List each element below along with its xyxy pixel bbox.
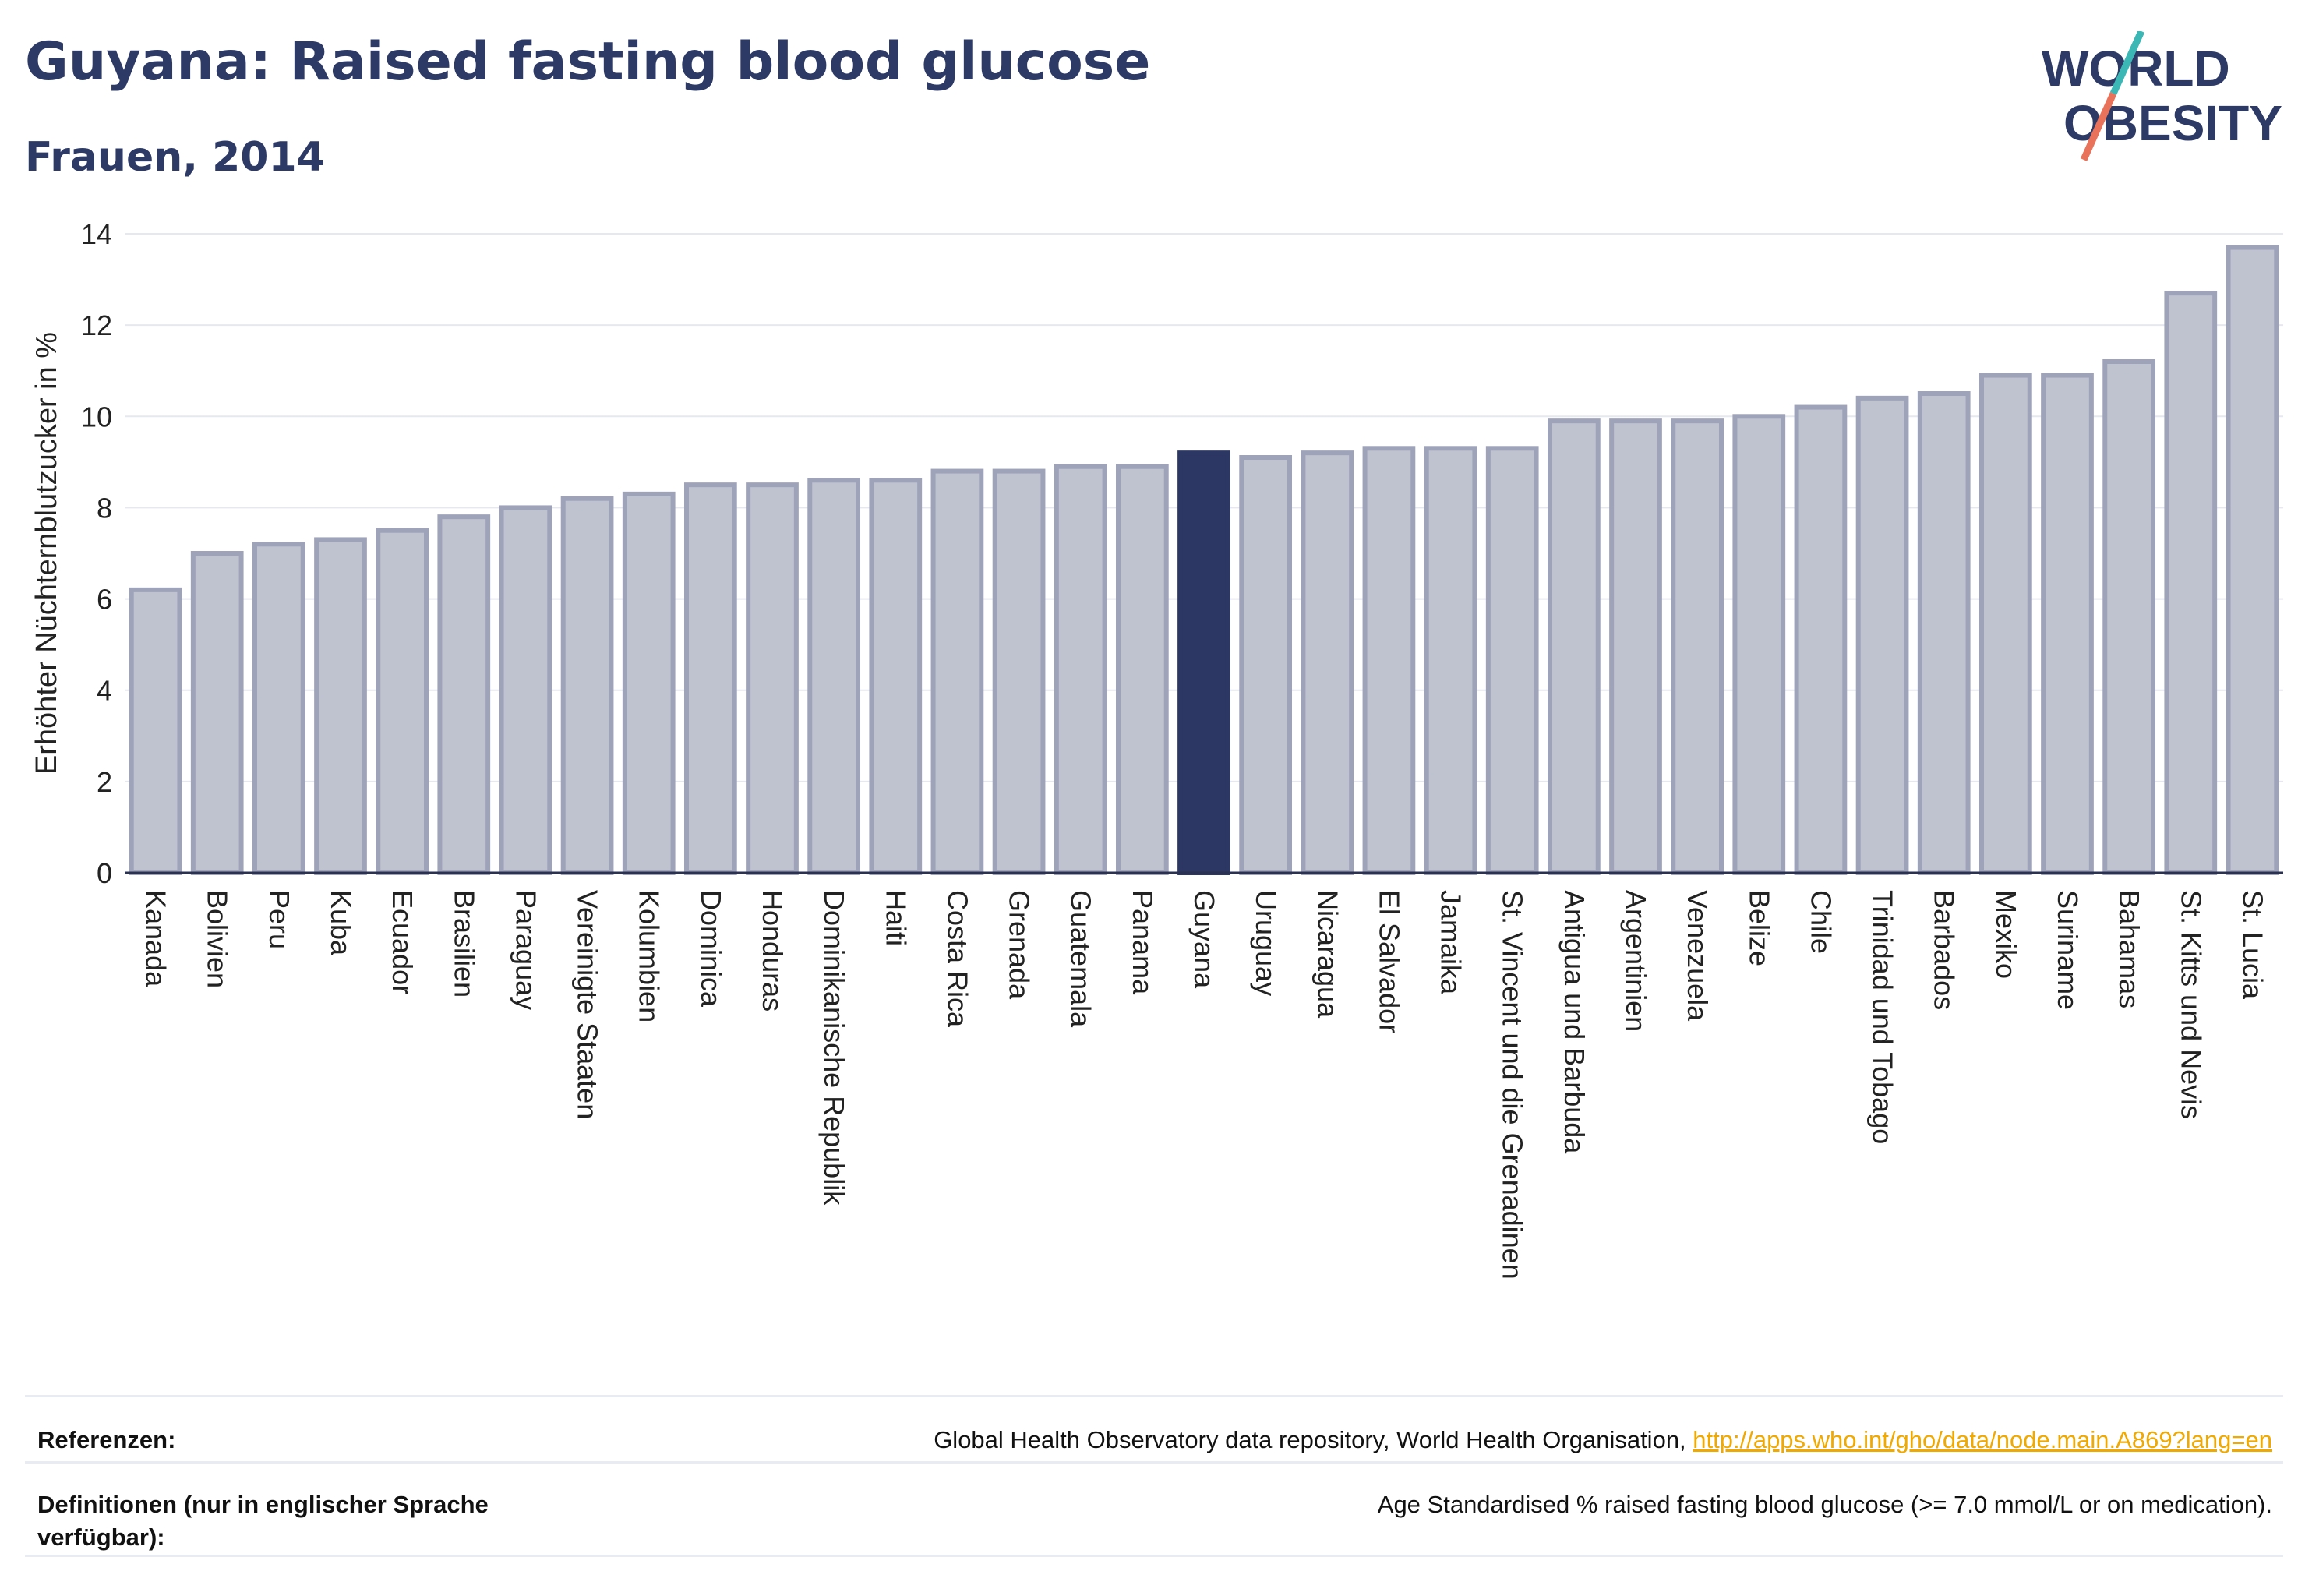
x-tick-label: Bahamas xyxy=(2113,890,2145,1008)
bar-peru xyxy=(252,542,305,875)
x-tick-label: Honduras xyxy=(757,890,789,1012)
x-tick-label: El Salvador xyxy=(1373,890,1405,1033)
bar-belize xyxy=(1732,414,1786,875)
footer-divider xyxy=(25,1555,2283,1557)
bar-paraguay xyxy=(499,505,552,876)
y-axis-label: Erhöhter Nüchternblutzucker in % xyxy=(30,332,63,775)
y-tick-label: 8 xyxy=(97,492,112,524)
bar-antigua-und-barbuda xyxy=(1547,418,1601,875)
x-tick-label: Argentinien xyxy=(1620,890,1652,1032)
y-tick-label: 10 xyxy=(81,401,112,433)
footer-divider xyxy=(25,1395,2283,1397)
chart-subtitle: Frauen, 2014 xyxy=(25,134,325,181)
x-tick-label: Jamaika xyxy=(1435,890,1467,995)
x-tick-label: Paraguay xyxy=(510,890,542,1010)
x-tick-label: Belize xyxy=(1743,890,1775,966)
bar-suriname xyxy=(2041,373,2094,876)
bar-bahamas xyxy=(2102,359,2156,875)
definitions-text: Age Standardised % raised fasting blood … xyxy=(1377,1491,2272,1518)
x-tick-label: Guyana xyxy=(1188,890,1220,989)
references-text: Global Health Observatory data repositor… xyxy=(934,1426,2272,1453)
bar-st-kitts-und-nevis xyxy=(2164,291,2218,875)
y-tick-label: 14 xyxy=(81,218,112,250)
bar-chart: 0 2 4 6 8 10 12 14 Kanada Bolivien Peru Kuba Ecuado… xyxy=(30,218,2283,1280)
bar-jamaika xyxy=(1424,446,1477,875)
bar-uruguay xyxy=(1239,455,1293,875)
bar-dominica xyxy=(683,482,737,876)
bar-costa-rica xyxy=(930,468,984,875)
chart-title: Guyana: Raised fasting blood glucose xyxy=(25,31,1151,93)
bar-st-vincent-und-die-grenadinen xyxy=(1485,446,1539,875)
x-tick-label: Guatemala xyxy=(1065,890,1097,1028)
bar-panama xyxy=(1115,464,1169,875)
x-tick-label: Trinidad und Tobago xyxy=(1867,890,1899,1144)
y-axis-ticks: 0 2 4 6 8 10 12 14 xyxy=(81,218,112,889)
bars xyxy=(129,245,2279,876)
y-tick-label: 0 xyxy=(97,857,112,889)
y-tick-label: 4 xyxy=(97,675,112,707)
x-tick-label: Chile xyxy=(1805,890,1837,954)
bar-mexiko xyxy=(1978,373,2032,876)
x-tick-label: Antigua und Barbuda xyxy=(1558,890,1590,1154)
bar-bolivien xyxy=(190,551,244,875)
x-tick-label: Peru xyxy=(263,890,295,949)
references-link[interactable]: http://apps.who.int/gho/data/node.main.A… xyxy=(1693,1426,2272,1453)
bar-brasilien xyxy=(437,514,491,876)
bar-kolumbien xyxy=(622,491,676,875)
footer-divider xyxy=(25,1461,2283,1464)
bar-kuba xyxy=(314,537,367,876)
x-tick-label: Grenada xyxy=(1004,890,1036,1000)
x-tick-label: Kuba xyxy=(325,890,357,956)
world-obesity-logo: WORLD OBESITY xyxy=(2042,31,2282,161)
y-tick-label: 6 xyxy=(97,584,112,616)
x-tick-label: Dominica xyxy=(695,890,727,1008)
bar-honduras xyxy=(746,482,799,876)
x-tick-label: Brasilien xyxy=(448,890,480,998)
bar-barbados xyxy=(1917,391,1971,875)
x-axis-ticks: Kanada Bolivien Peru Kuba Ecuador Brasilien Pa… xyxy=(140,890,2269,1280)
x-tick-label: Costa Rica xyxy=(941,890,973,1028)
y-tick-label: 12 xyxy=(81,309,112,341)
bar-grenada xyxy=(992,468,1046,875)
x-tick-label: Bolivien xyxy=(202,890,234,988)
x-tick-label: Haiti xyxy=(880,890,912,946)
bar-nicaragua xyxy=(1301,450,1354,875)
bar-ecuador xyxy=(376,528,429,875)
bar-guatemala xyxy=(1054,464,1107,875)
bar-venezuela xyxy=(1671,418,1724,875)
references-label: Referenzen: xyxy=(37,1426,176,1453)
x-tick-label: St. Vincent und die Grenadinen xyxy=(1497,890,1529,1280)
x-tick-label: Ecuador xyxy=(387,890,418,994)
bar-trinidad-und-tobago xyxy=(1855,395,1909,876)
references-row: Referenzen: Global Health Observatory da… xyxy=(25,1414,2283,1461)
bar-st-lucia xyxy=(2226,245,2279,876)
x-tick-label: Dominikanische Republik xyxy=(818,890,850,1206)
bar-vereinigte-staaten xyxy=(560,496,614,875)
definitions-label: Definitionen (nur in englischer Sprache … xyxy=(37,1491,489,1551)
x-tick-label: Uruguay xyxy=(1250,890,1282,996)
x-tick-label: St. Lucia xyxy=(2236,890,2268,1000)
x-tick-label: Suriname xyxy=(2052,890,2084,1010)
definitions-row: Definitionen (nur in englischer Sprache … xyxy=(25,1479,2283,1551)
y-tick-label: 2 xyxy=(97,766,112,798)
bar-chile xyxy=(1794,404,1848,875)
x-tick-label: Vereinigte Staaten xyxy=(572,890,604,1119)
bar-argentinien xyxy=(1609,418,1662,875)
bar-haiti xyxy=(869,478,923,875)
x-tick-label: Panama xyxy=(1127,890,1159,995)
x-tick-label: Mexiko xyxy=(1990,890,2022,979)
x-tick-label: Barbados xyxy=(1929,890,1961,1010)
x-tick-label: St. Kitts und Nevis xyxy=(2175,890,2207,1119)
bar-el-salvador xyxy=(1362,446,1416,875)
bar-dominikanische-republik xyxy=(807,478,861,875)
x-tick-label: Kolumbien xyxy=(634,890,665,1022)
bar-guyana xyxy=(1177,450,1230,875)
x-tick-label: Kanada xyxy=(140,890,172,987)
x-tick-label: Nicaragua xyxy=(1311,890,1343,1019)
x-tick-label: Venezuela xyxy=(1682,890,1714,1022)
bar-kanada xyxy=(129,587,182,875)
